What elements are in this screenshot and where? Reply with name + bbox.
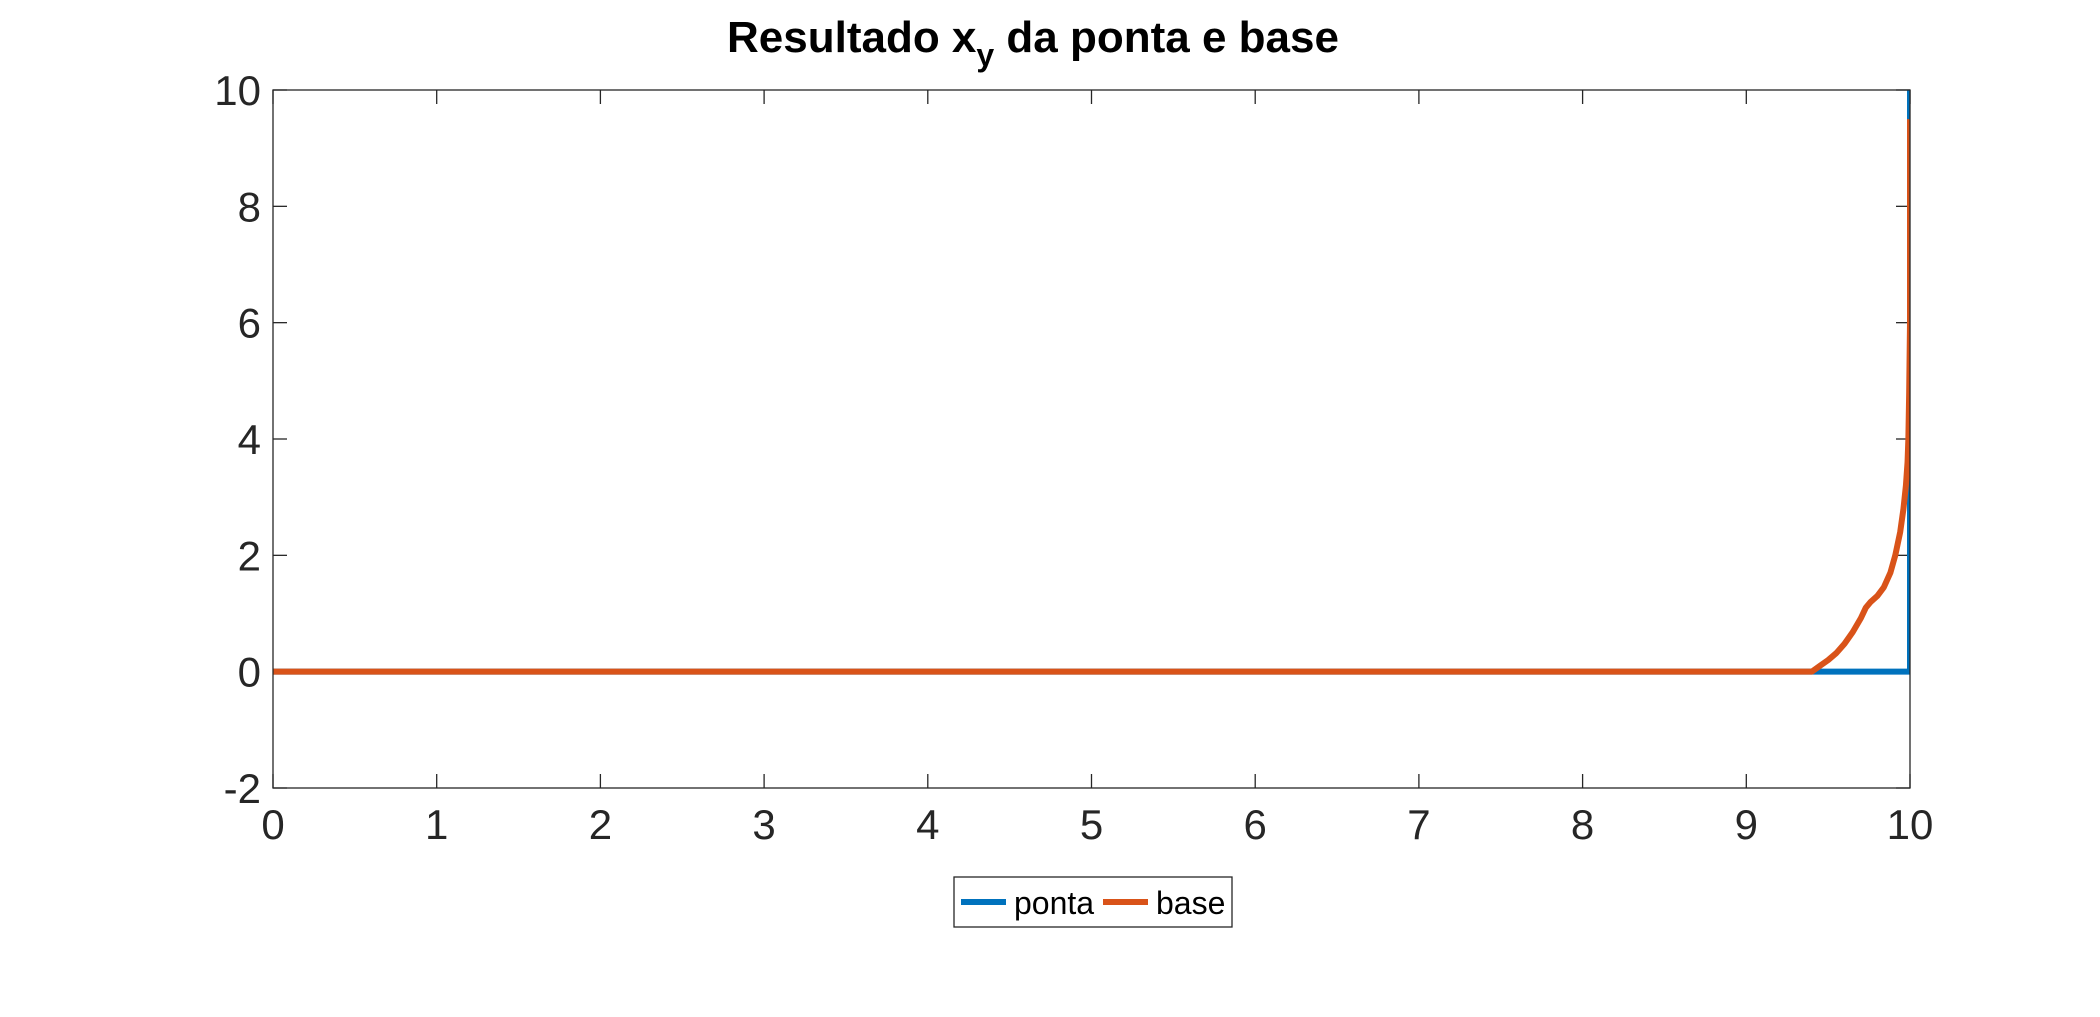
y-tick-label: 6 — [238, 300, 261, 347]
legend: ponta base — [953, 876, 1233, 928]
series-line-ponta — [273, 90, 1910, 675]
y-tick-label: 4 — [238, 416, 261, 463]
x-tick-label: 7 — [1407, 801, 1430, 848]
y-tick-label: 8 — [238, 183, 261, 230]
axes-background — [273, 90, 1910, 788]
x-tick-label: 5 — [1080, 801, 1103, 848]
series-line-base — [273, 119, 1910, 675]
x-tick-label: 1 — [425, 801, 448, 848]
y-tick-label: 10 — [214, 67, 261, 114]
x-tick-label: 4 — [916, 801, 939, 848]
chart-title: Resultado xy da ponta e base — [727, 13, 1339, 73]
chart-title-suffix: da ponta e base — [994, 13, 1339, 62]
chart-title-text: Resultado x — [727, 13, 977, 62]
x-tick-label: 10 — [1887, 801, 1934, 848]
x-tick-label: 3 — [752, 801, 775, 848]
x-tick-label: 0 — [261, 801, 284, 848]
chart-title-subscript: y — [976, 37, 994, 73]
x-tick-label: 2 — [589, 801, 612, 848]
legend-label-ponta: ponta — [1014, 885, 1094, 921]
x-tick-label: 9 — [1735, 801, 1758, 848]
y-tick-label: -2 — [224, 765, 261, 812]
legend-label-base: base — [1156, 885, 1225, 921]
x-tick-label: 8 — [1571, 801, 1594, 848]
axes-box — [272, 89, 1911, 789]
y-tick-label: 0 — [238, 649, 261, 696]
y-tick-label: 2 — [238, 532, 261, 579]
x-tick-label: 6 — [1244, 801, 1267, 848]
